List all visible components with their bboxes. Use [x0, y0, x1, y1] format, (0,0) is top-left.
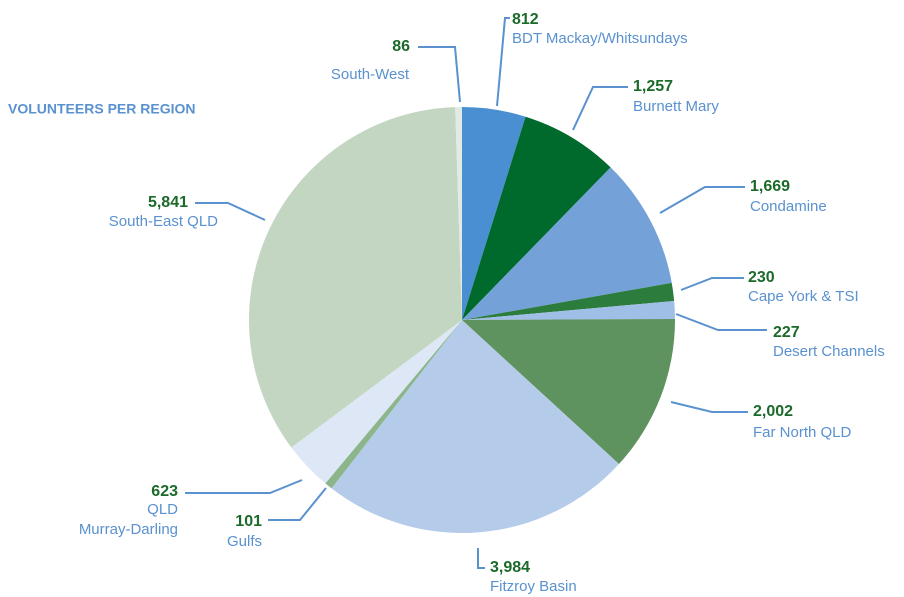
leader-line — [185, 479, 303, 494]
pie-slice — [462, 116, 611, 320]
chart-title: VOLUNTEERS PER REGION — [8, 101, 195, 117]
leader-line — [572, 86, 628, 131]
category-label-line: QLD — [147, 501, 178, 518]
value-label: 3,984 — [490, 559, 530, 576]
value-label: 1,257 — [633, 78, 673, 95]
value-label: 230 — [748, 269, 775, 286]
pie-slice — [291, 320, 462, 484]
category-label: Burnett Mary — [633, 98, 719, 115]
category-label: Fitzroy Basin — [490, 578, 577, 595]
leader-line — [418, 46, 461, 103]
leader-line — [195, 202, 266, 221]
value-label: 812 — [512, 11, 539, 28]
category-label: Condamine — [750, 198, 827, 215]
pie-slice — [462, 167, 672, 320]
pie-slice — [462, 300, 675, 320]
pie-slice — [462, 107, 526, 320]
pie-slice — [331, 320, 619, 533]
leader-line — [496, 17, 510, 107]
category-label: Gulfs — [227, 533, 262, 550]
leader-line — [659, 186, 745, 214]
leader-line — [477, 548, 485, 569]
value-label: 101 — [235, 513, 262, 530]
pie-slice — [455, 107, 462, 320]
category-label: Far North QLD — [753, 424, 852, 441]
pie-slice — [462, 282, 675, 320]
leader-line — [675, 313, 767, 331]
category-label: Desert Channels — [773, 343, 885, 360]
pie-slice — [462, 318, 675, 465]
category-label: South-East QLD — [109, 213, 218, 230]
leader-line — [268, 487, 327, 521]
leader-line — [680, 277, 744, 291]
category-label: South-West — [331, 66, 410, 83]
value-label: 1,669 — [750, 178, 790, 195]
value-label: 86 — [392, 38, 410, 55]
category-label: BDT Mackay/Whitsundays — [512, 30, 688, 47]
category-label: Cape York & TSI — [748, 288, 859, 305]
category-label-line: Murray-Darling — [79, 521, 178, 538]
leader-line — [670, 401, 748, 413]
pie-slice — [248, 107, 462, 448]
pie-slice — [325, 320, 462, 489]
category-label: QLD Murray-Darling — [79, 501, 178, 538]
value-label: 5,841 — [148, 194, 188, 211]
value-label: 227 — [773, 324, 800, 341]
value-label: 623 — [151, 483, 178, 500]
value-label: 2,002 — [753, 403, 793, 420]
